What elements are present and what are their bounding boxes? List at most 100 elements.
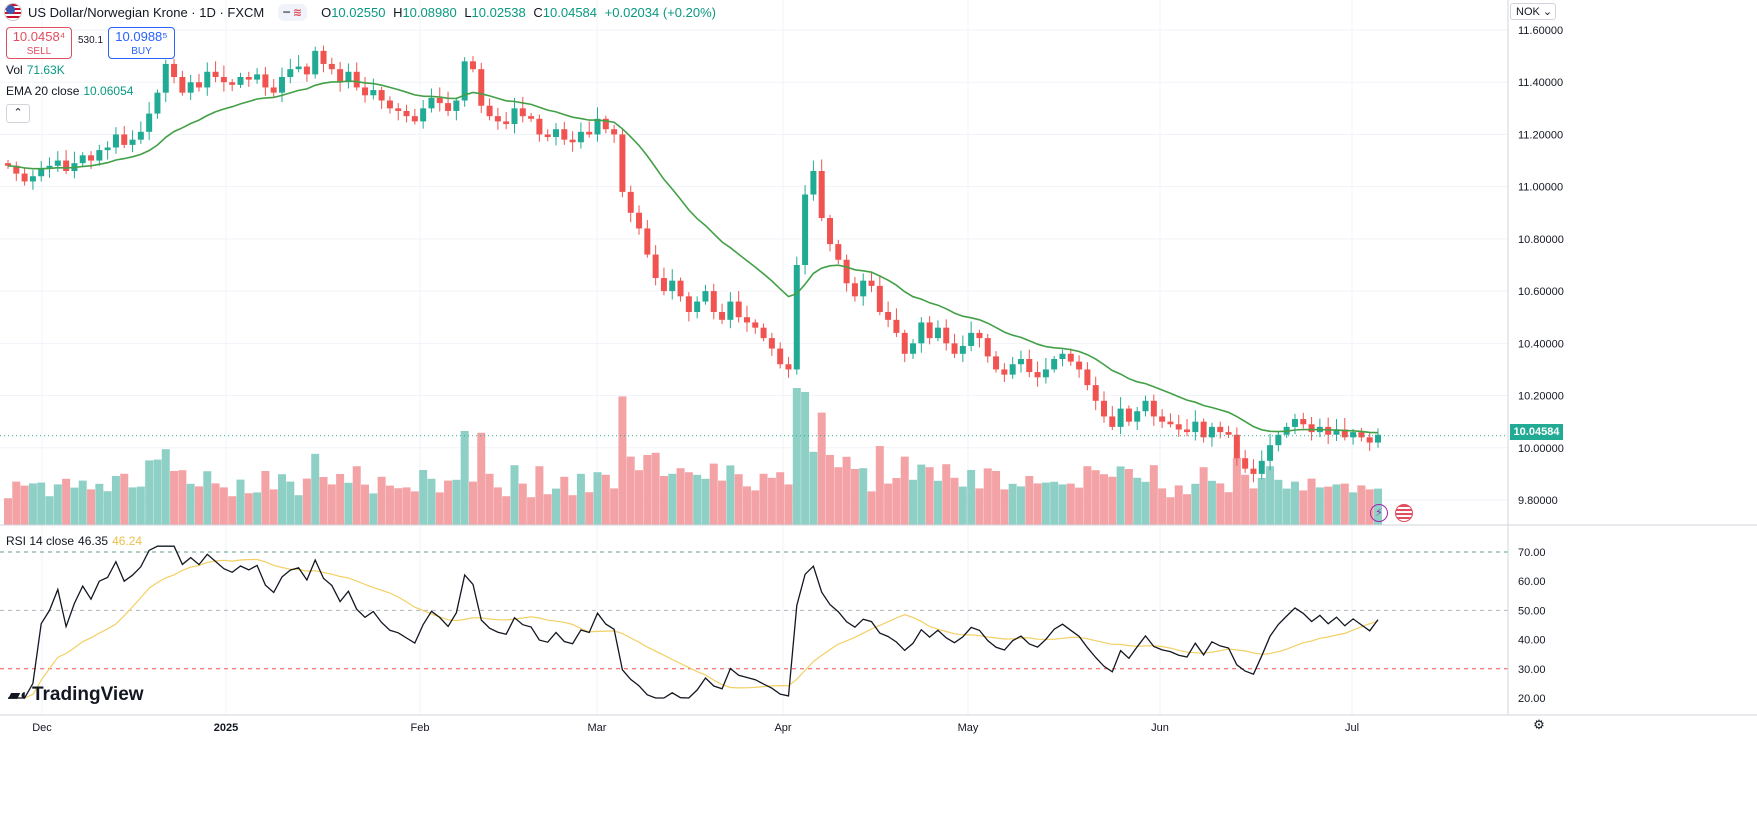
time-tick-label: Apr bbox=[774, 722, 791, 734]
candle-body bbox=[1258, 460, 1265, 474]
candle-body bbox=[735, 301, 742, 318]
volume-bar bbox=[12, 481, 21, 525]
candle-body bbox=[1233, 434, 1240, 459]
candle-body bbox=[162, 63, 169, 93]
volume-bar bbox=[4, 498, 12, 525]
candle-body bbox=[146, 113, 153, 132]
candle-body bbox=[1242, 458, 1249, 469]
current-price-badge: 10.04584 bbox=[1510, 424, 1563, 440]
ema-line bbox=[7, 80, 1379, 434]
volume-bar bbox=[842, 456, 851, 525]
candle-body bbox=[386, 100, 393, 109]
volume-bar bbox=[219, 487, 228, 525]
volume-bar bbox=[194, 486, 203, 525]
volume-bar bbox=[62, 478, 71, 525]
rsi-tick-label: 50.00 bbox=[1518, 605, 1546, 617]
candle-body bbox=[594, 118, 601, 135]
volume-bar bbox=[244, 493, 253, 525]
candle-body bbox=[968, 332, 975, 346]
candle-body bbox=[1092, 385, 1099, 401]
volume-bar bbox=[635, 470, 644, 525]
candle-body bbox=[536, 118, 543, 135]
volume-bar bbox=[327, 484, 336, 525]
candle-body bbox=[901, 332, 908, 354]
collapse-legend-button[interactable]: ⌃ bbox=[6, 104, 30, 123]
volume-bar bbox=[286, 481, 295, 525]
grid bbox=[0, 0, 1508, 715]
volume-bar bbox=[161, 449, 170, 525]
settings-gear-icon[interactable]: ⚙ bbox=[1533, 717, 1545, 732]
candle-body bbox=[677, 280, 684, 297]
candle-body bbox=[503, 121, 510, 124]
volume-bar bbox=[153, 459, 162, 525]
candle-body bbox=[1184, 429, 1191, 433]
candle-body bbox=[254, 74, 261, 80]
candle-body bbox=[403, 110, 410, 117]
volume-bar bbox=[1108, 476, 1117, 525]
candle-body bbox=[1217, 426, 1224, 433]
price-tick-label: 10.00000 bbox=[1518, 443, 1564, 455]
indicator-toggle[interactable]: ━ ≋ bbox=[278, 3, 308, 21]
candle-body bbox=[137, 131, 144, 140]
candle-body bbox=[320, 50, 327, 64]
candle-body bbox=[337, 69, 344, 83]
price-tick-label: 9.80000 bbox=[1518, 495, 1558, 507]
volume-bar bbox=[1282, 488, 1291, 525]
candle-body bbox=[943, 327, 950, 344]
volume-bar bbox=[477, 432, 486, 525]
symbol-title[interactable]: US Dollar/Norwegian Krone · 1D · FXCM bbox=[28, 4, 265, 20]
volume-legend[interactable]: Vol 71.63K bbox=[6, 63, 65, 77]
volume-bar bbox=[419, 470, 428, 525]
volume-bar bbox=[1340, 483, 1349, 525]
ema-legend[interactable]: EMA 20 close 10.06054 bbox=[6, 84, 134, 98]
volume-bar bbox=[170, 471, 179, 525]
candle-body bbox=[187, 82, 194, 93]
candle-body bbox=[220, 77, 227, 83]
volume-bar bbox=[958, 486, 967, 525]
buy-button[interactable]: 10.0988⁵ BUY bbox=[108, 27, 175, 59]
lightning-icon[interactable]: ⚡ bbox=[1370, 504, 1388, 522]
volume-bar bbox=[659, 476, 668, 525]
volume-bar bbox=[568, 495, 577, 525]
currency-select[interactable]: NOK ⌄ bbox=[1510, 3, 1556, 20]
currency-flag-icon bbox=[4, 3, 22, 21]
volume-bar bbox=[826, 455, 834, 525]
us-flag-icon[interactable] bbox=[1395, 504, 1413, 522]
volume-bar bbox=[186, 483, 195, 525]
candle-body bbox=[370, 90, 377, 96]
candle-body bbox=[104, 147, 111, 151]
volume-bar bbox=[28, 483, 37, 525]
candle-body bbox=[88, 155, 95, 161]
volume-bar bbox=[585, 492, 594, 525]
tradingview-logo: ▰◖ TradingView bbox=[8, 684, 144, 705]
rsi-ma-line bbox=[8, 558, 1379, 699]
candle-body bbox=[553, 129, 559, 138]
volume-bar bbox=[1091, 470, 1100, 525]
volume-bar bbox=[53, 484, 62, 525]
volume-bar bbox=[385, 485, 394, 525]
volume-bar bbox=[834, 467, 843, 525]
sell-button[interactable]: 10.0458⁴ SELL bbox=[6, 27, 72, 59]
volume-bar bbox=[859, 468, 868, 525]
candle-body bbox=[1125, 408, 1132, 422]
volume-bar bbox=[352, 466, 361, 525]
volume-bar bbox=[900, 456, 909, 525]
candle-body bbox=[1325, 426, 1332, 435]
volume-bar bbox=[178, 470, 187, 525]
volume-bar bbox=[767, 477, 776, 525]
volume-bar bbox=[967, 470, 976, 525]
candle-body bbox=[362, 87, 369, 96]
volume-bar bbox=[1332, 484, 1341, 525]
time-tick-label: Jul bbox=[1345, 722, 1359, 734]
volume-bar bbox=[78, 480, 87, 525]
candle-body bbox=[959, 345, 966, 354]
volume-bar bbox=[560, 476, 569, 525]
rsi-legend[interactable]: RSI 14 close 46.35 46.24 bbox=[6, 534, 143, 548]
price-tick-label: 11.20000 bbox=[1518, 129, 1563, 141]
volume-bar bbox=[1249, 488, 1258, 525]
candle-body bbox=[1059, 353, 1066, 359]
candle-body bbox=[685, 296, 692, 312]
volume-bar bbox=[1266, 466, 1275, 525]
volume-bar bbox=[95, 483, 104, 525]
